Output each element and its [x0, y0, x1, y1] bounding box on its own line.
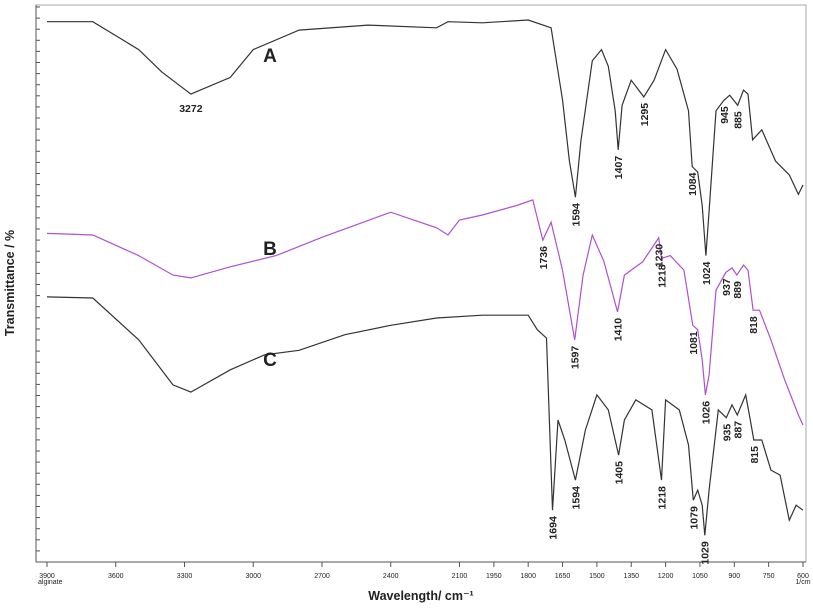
peak-label: 1084 — [687, 172, 699, 196]
x-tick-label: 3000 — [245, 573, 261, 580]
spectrum-line — [47, 19, 804, 256]
x-tick-label: 1950 — [486, 573, 502, 580]
peak-label: 1594 — [570, 203, 582, 227]
plot-frame — [35, 4, 807, 563]
peak-label: 1694 — [547, 516, 559, 540]
y-axis-label: Transmittance / % — [3, 230, 17, 336]
x-tick-label: 3300 — [177, 573, 193, 580]
peak-label: 945 — [719, 106, 731, 124]
peak-label: 1407 — [613, 156, 625, 180]
x-axis-start-label: alginate — [38, 579, 63, 586]
x-tick-label: 1050 — [692, 573, 708, 580]
x-tick-label: 1350 — [623, 573, 639, 580]
peak-label: 1295 — [639, 103, 651, 127]
x-tick-label: 2700 — [314, 573, 330, 580]
peak-label: 1230 — [654, 244, 666, 268]
peak-label: 887 — [732, 421, 744, 439]
peak-label: 1024 — [701, 261, 713, 285]
spectrum-line — [46, 296, 804, 536]
spectrum-line — [46, 199, 804, 426]
peak-label: 1218 — [656, 486, 668, 510]
peak-label: 1081 — [688, 331, 700, 355]
peak-label: 1405 — [614, 461, 626, 485]
x-tick-label: 600 — [797, 573, 809, 580]
x-tick-label: 1500 — [589, 573, 605, 580]
x-tick-label: 900 — [728, 573, 740, 580]
x-tick-label: 2400 — [383, 573, 399, 580]
x-tick-label: 3900 — [39, 573, 55, 580]
peak-label: 1218 — [656, 264, 668, 288]
x-tick-label: 2100 — [452, 573, 468, 580]
peak-label: 889 — [732, 281, 744, 299]
peak-label: 1029 — [700, 541, 712, 565]
x-tick-label: 750 — [763, 573, 775, 580]
peak-label: 1079 — [688, 506, 700, 530]
peak-label: 885 — [733, 111, 745, 129]
x-axis-end-label: 1/cm — [795, 579, 810, 586]
peak-label: 935 — [721, 424, 733, 442]
series-label: C — [263, 350, 277, 371]
peak-label: 3272 — [179, 103, 203, 115]
series-label: A — [263, 46, 277, 67]
x-axis-label: Wavelength/ cm⁻¹ — [368, 589, 473, 603]
x-tick-label: 1200 — [658, 573, 674, 580]
peak-label: 1597 — [570, 346, 582, 370]
x-tick-label: 1800 — [520, 573, 536, 580]
series-label: B — [263, 239, 277, 260]
x-tick-label: 1650 — [555, 573, 571, 580]
peak-label: 1026 — [700, 401, 712, 425]
peak-label: 1736 — [538, 246, 550, 270]
peak-label: 937 — [721, 278, 733, 296]
peak-label: 1594 — [570, 486, 582, 510]
peak-label: 815 — [749, 446, 761, 464]
peak-label: 818 — [748, 316, 760, 334]
x-tick-label: 3600 — [108, 573, 124, 580]
peak-label: 1410 — [612, 318, 624, 342]
